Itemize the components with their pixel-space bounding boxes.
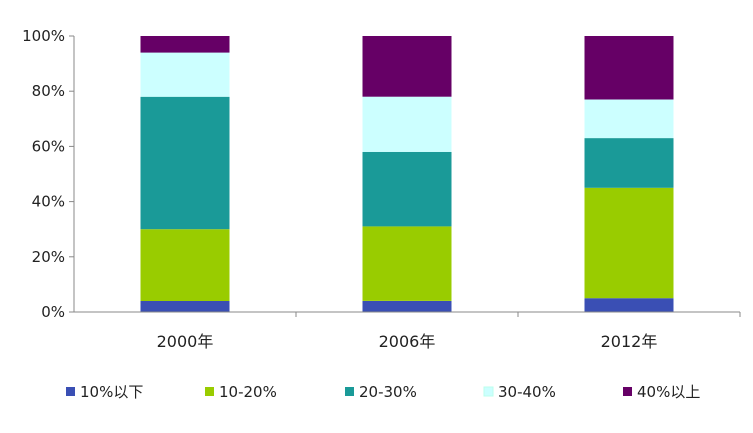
bar-segment <box>362 36 452 97</box>
bar-segment <box>584 36 674 100</box>
bar-segment <box>140 52 230 97</box>
y-ticks-group: 0% 20% 40% 60% 80% 100% <box>22 27 74 321</box>
x-category-label: 2000年 <box>157 332 214 351</box>
y-tick-label: 20% <box>32 248 65 266</box>
legend-swatch <box>205 387 214 396</box>
bar-segment <box>584 138 674 188</box>
bar-segment <box>584 187 674 299</box>
legend-label: 10-20% <box>219 383 277 401</box>
legend-label: 10%以下 <box>80 383 143 401</box>
legend-label: 40%以上 <box>637 383 700 401</box>
legend-label: 30-40% <box>498 383 556 401</box>
y-tick-label: 80% <box>32 82 65 100</box>
bar-segment <box>140 229 230 301</box>
legend-swatch <box>345 387 354 396</box>
legend-swatch <box>623 387 632 396</box>
x-categories-group: 2000年 2006年 2012年 <box>157 312 741 351</box>
legend-label: 20-30% <box>359 383 417 401</box>
y-tick-label: 0% <box>41 303 65 321</box>
axes-group <box>73 36 740 313</box>
y-tick-label: 60% <box>32 137 65 155</box>
bar-segment <box>362 226 452 301</box>
bars-group <box>140 36 674 312</box>
bar-segment <box>584 298 674 312</box>
bar-segment <box>362 151 452 227</box>
bar-segment <box>362 301 452 312</box>
bar-segment <box>584 99 674 139</box>
bar-segment <box>362 96 452 152</box>
bar-segment <box>140 301 230 312</box>
x-category-label: 2012年 <box>601 332 658 351</box>
y-tick-label: 40% <box>32 193 65 211</box>
legend: 10%以下 10-20% 20-30% 30-40% 40%以上 <box>66 383 700 401</box>
legend-swatch <box>66 387 75 396</box>
bar-segment <box>140 96 230 230</box>
y-tick-label: 100% <box>22 27 65 45</box>
x-category-label: 2006年 <box>379 332 436 351</box>
bar-segment <box>140 36 230 53</box>
legend-swatch <box>483 386 494 397</box>
